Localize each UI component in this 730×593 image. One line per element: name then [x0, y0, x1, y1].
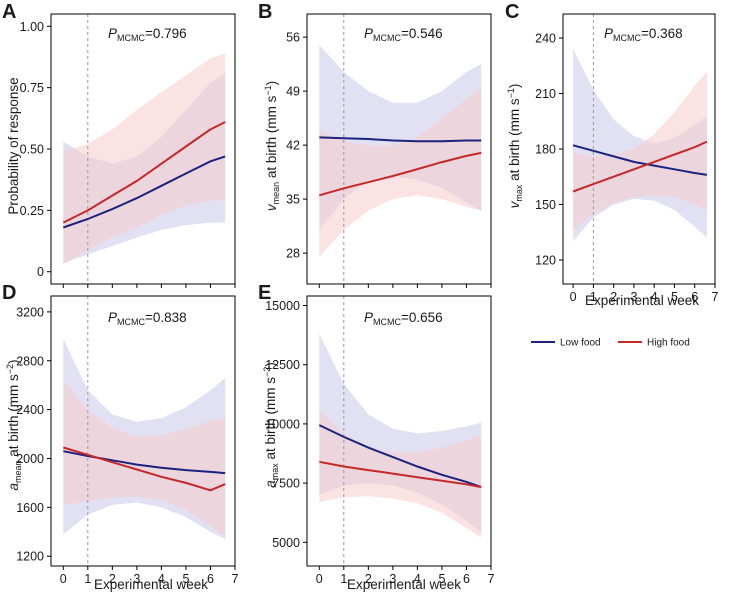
legend: Low food High food — [531, 338, 690, 349]
y-tick-label: 35 — [286, 193, 300, 207]
y-tick-label: 0.75 — [20, 81, 44, 95]
y-tick-label: 210 — [535, 87, 556, 101]
x-tick-label: 7 — [488, 572, 495, 586]
x-tick-label: 2 — [109, 572, 116, 586]
y-tick-label: 0.50 — [20, 143, 44, 157]
series-line-low-food — [62, 155, 226, 229]
y-tick-label: 28 — [286, 247, 300, 261]
panel-A: A 0 0.25 0.50 0.75 1.00 PMCMC=0.796 Probabil… — [2, 1, 236, 288]
x-tick-label: 1 — [84, 572, 91, 586]
panel-D: D 1200 1600 2000 2400 2800 3200 0 1 2 3 4 5 6 7 PMCMC… — [2, 282, 239, 592]
y-tick-label: 42 — [286, 139, 300, 153]
y-tick-label: 49 — [286, 85, 300, 99]
y-axis-label: amax at birth (mm s−2) — [262, 362, 280, 488]
y-tick-label: 7500 — [272, 477, 300, 491]
y-tick-label: 12500 — [265, 358, 300, 372]
plot-frame — [306, 13, 492, 285]
y-tick-label: 1.00 — [20, 20, 44, 34]
series-line-low-food — [319, 136, 482, 143]
panel-label: D — [2, 282, 16, 304]
plot-area: 5000 7500 10000 12500 15000 0 1 2 3 4 5 6 7 — [265, 295, 495, 586]
y-axis-label: vmean at birth (mm s−1) — [263, 81, 281, 211]
panel-label: A — [2, 1, 16, 23]
y-tick-label: 120 — [535, 253, 556, 267]
x-tick-label: 6 — [207, 572, 214, 586]
x-tick-label: 5 — [438, 572, 445, 586]
y-tick-label: 240 — [535, 32, 556, 46]
plot-area: 28 35 42 49 56 — [286, 13, 492, 288]
pmcmc-annotation: PMCMC=0.796 — [108, 26, 187, 43]
y-tick-label: 0 — [37, 265, 44, 279]
series-line-high-food — [572, 140, 708, 193]
panel-label: C — [505, 1, 519, 23]
y-tick-label: 150 — [535, 198, 556, 212]
x-tick-label: 6 — [691, 290, 698, 304]
series-line-low-food — [572, 144, 708, 176]
x-axis-label: Experimental week — [347, 577, 461, 592]
y-tick-label: 0.25 — [20, 204, 44, 218]
series-line-high-food — [319, 460, 482, 489]
plot-frame — [50, 295, 236, 567]
y-tick-label: 1600 — [16, 501, 44, 515]
x-tick-label: 0 — [316, 572, 323, 586]
x-tick-label: 0 — [60, 572, 67, 586]
y-tick-label: 15000 — [265, 299, 300, 313]
x-tick-label: 5 — [671, 290, 678, 304]
x-axis-label: Experimental week — [94, 577, 208, 592]
series-line-high-food — [319, 151, 482, 197]
x-tick-label: 7 — [712, 290, 719, 304]
panel-E: E 5000 7500 10000 12500 15000 0 1 2 3 4 5 6 7 PMCMC=… — [258, 282, 495, 592]
panel-label: B — [258, 1, 272, 23]
y-tick-label: 10000 — [265, 417, 300, 431]
x-tick-label: 4 — [651, 290, 658, 304]
y-tick-label: 180 — [535, 143, 556, 157]
y-axis-label: amean at birth (mm s−2) — [5, 359, 23, 490]
panel-label: E — [258, 282, 271, 304]
ci-band-high-food — [319, 409, 482, 538]
y-tick-label: 1200 — [16, 550, 44, 564]
x-tick-label: 2 — [610, 290, 617, 304]
x-tick-label: 1 — [590, 290, 597, 304]
legend-label-high-food: High food — [647, 338, 690, 349]
x-axis-label: Experimental week — [585, 293, 699, 308]
plot-frame — [306, 295, 492, 567]
plot-area: 120 150 180 210 240 0 1 2 3 4 5 6 7 — [535, 13, 719, 304]
legend-label-low-food: Low food — [560, 338, 601, 349]
y-tick-label: 2000 — [16, 452, 44, 466]
x-tick-label: 4 — [414, 572, 421, 586]
x-tick-label: 3 — [133, 572, 140, 586]
x-tick-label: 6 — [463, 572, 470, 586]
y-tick-label: 5000 — [272, 536, 300, 550]
y-tick-label: 2400 — [16, 403, 44, 417]
x-tick-label: 7 — [232, 572, 239, 586]
pmcmc-annotation: PMCMC=0.838 — [108, 310, 187, 327]
x-tick-label: 2 — [365, 572, 372, 586]
pmcmc-annotation: PMCMC=0.368 — [604, 26, 683, 43]
plot-area: 0 0.25 0.50 0.75 1.00 — [20, 13, 236, 288]
panel-B: B 28 35 42 49 56 PMCMC=0.546 vmean at birth … — [258, 1, 492, 288]
x-tick-label: 5 — [182, 572, 189, 586]
ci-band-high-food — [63, 380, 226, 537]
x-tick-label: 3 — [389, 572, 396, 586]
y-axis-label: vmax at birth (mm s−1) — [506, 84, 524, 209]
x-tick-label: 3 — [630, 290, 637, 304]
series-line-low-food — [318, 424, 482, 489]
x-tick-label: 0 — [570, 290, 577, 304]
panel-C: C 120 150 180 210 240 0 1 2 3 4 5 6 7 PMCMC=0.368 vm… — [505, 1, 719, 308]
y-tick-label: 2800 — [16, 354, 44, 368]
plot-area: 1200 1600 2000 2400 2800 3200 0 1 2 3 4 5 6 7 — [16, 295, 239, 586]
pmcmc-annotation: PMCMC=0.546 — [364, 26, 443, 43]
series-line-high-food — [63, 446, 226, 492]
y-tick-label: 3200 — [16, 305, 44, 319]
y-axis-label: Probability of response — [6, 77, 21, 214]
ci-band-high-food — [319, 87, 482, 257]
y-tick-label: 56 — [286, 31, 300, 45]
x-tick-label: 4 — [158, 572, 165, 586]
pmcmc-annotation: PMCMC=0.656 — [364, 310, 443, 327]
x-tick-label: 1 — [340, 572, 347, 586]
ci-band-high-food — [573, 71, 707, 231]
series-line-high-food — [62, 121, 226, 224]
